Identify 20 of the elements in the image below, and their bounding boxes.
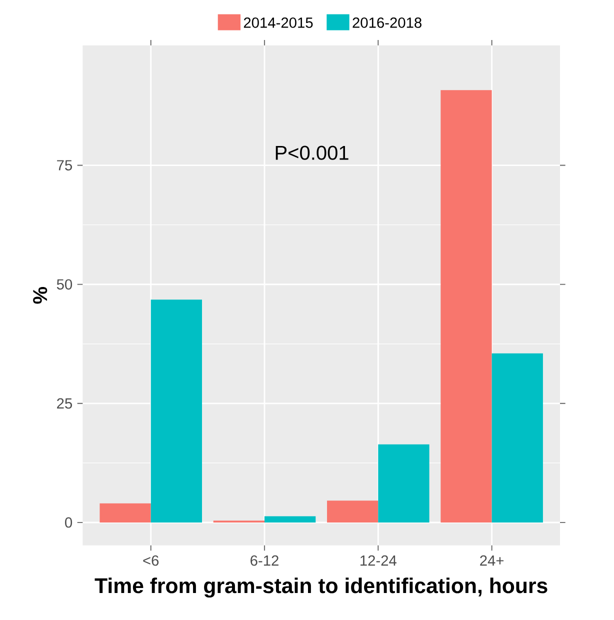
bar <box>150 300 202 522</box>
y-tick-label: 25 <box>57 398 72 409</box>
y-axis-title: % <box>33 286 48 304</box>
legend-label: 2014-2015 <box>244 17 313 28</box>
x-tick-label: 6-12 <box>250 555 278 566</box>
x-axis-title: Time from gram-stain to identification, hours <box>94 578 548 598</box>
bar <box>264 516 316 522</box>
y-tick-label: 0 <box>65 517 72 528</box>
annotation: P<0.001 <box>276 146 348 160</box>
bar <box>492 353 543 522</box>
bar <box>440 90 492 522</box>
y-tick-label: 75 <box>57 160 72 170</box>
x-tick-label: 12-24 <box>360 555 396 566</box>
bar <box>327 500 378 522</box>
x-tick-label: <6 <box>143 555 159 566</box>
y-tick-label: 50 <box>56 279 72 290</box>
legend-label: 2016-2018 <box>352 17 422 28</box>
bar <box>100 503 151 522</box>
bar <box>378 444 430 522</box>
x-tick-label: 24+ <box>480 555 504 566</box>
